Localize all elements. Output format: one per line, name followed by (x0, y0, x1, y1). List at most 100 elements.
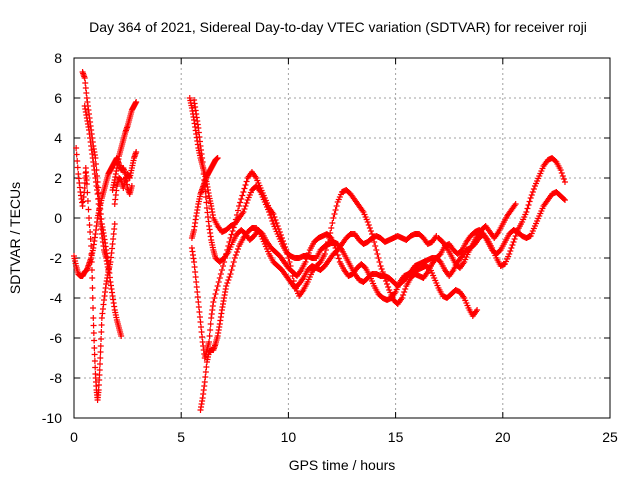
data-point (287, 263, 294, 269)
series-trace-c (73, 145, 118, 403)
y-tick-label: 4 (54, 130, 62, 146)
x-tick-label: 0 (70, 429, 78, 445)
data-point (228, 231, 235, 238)
data-point (225, 243, 232, 249)
data-point (203, 199, 210, 206)
data-point (86, 222, 93, 228)
data-point (90, 322, 97, 329)
data-point (215, 279, 222, 285)
data-point (133, 99, 140, 105)
data-point (328, 225, 335, 231)
y-tick-label: 2 (54, 170, 62, 186)
data-point (384, 281, 391, 287)
data-point (220, 263, 227, 269)
data-point (96, 367, 103, 373)
data-point (73, 151, 80, 158)
data-point (241, 206, 248, 212)
data-point (560, 176, 567, 182)
data-point (243, 200, 250, 206)
x-tick-labels: 0 5 10 15 20 25 (70, 429, 618, 445)
data-point (88, 267, 95, 273)
data-point (557, 167, 564, 173)
data-point (74, 164, 81, 171)
data-point (222, 255, 229, 261)
data-point (206, 339, 213, 345)
data-points (71, 69, 568, 413)
x-tick-label: 20 (495, 429, 511, 445)
data-point (217, 271, 224, 277)
data-point (512, 233, 519, 239)
data-point (506, 251, 513, 257)
data-point (511, 236, 518, 242)
data-point (378, 266, 385, 272)
data-point (286, 259, 293, 265)
data-point (85, 206, 92, 213)
data-point (321, 251, 328, 257)
data-point (96, 361, 103, 367)
data-point (231, 255, 238, 261)
data-point (402, 286, 409, 292)
data-point (229, 228, 236, 234)
data-point (241, 185, 248, 192)
data-point (285, 255, 292, 261)
data-point (367, 228, 374, 234)
data-point (243, 178, 250, 185)
series-trace-l (435, 201, 519, 271)
data-point (97, 343, 104, 349)
y-tick-label: -10 (42, 410, 62, 426)
data-point (282, 244, 289, 250)
data-point (289, 273, 296, 279)
data-point (240, 209, 247, 215)
data-point (212, 291, 219, 297)
x-axis-label: GPS time / hours (289, 457, 396, 473)
plot-frame (73, 57, 611, 419)
data-point (199, 159, 206, 165)
data-point (561, 179, 568, 185)
data-point (84, 198, 91, 204)
data-point (335, 255, 342, 262)
data-point (375, 255, 382, 261)
chart-title: Day 364 of 2021, Sidereal Day-to-day VTE… (89, 19, 587, 35)
x-tick-label: 5 (177, 429, 185, 445)
data-point (385, 284, 392, 290)
data-point (224, 280, 231, 286)
data-point (97, 349, 104, 355)
data-point (235, 207, 242, 214)
data-point (214, 283, 221, 289)
data-point (240, 189, 247, 195)
data-point (274, 223, 281, 229)
y-tick-label: -6 (50, 330, 63, 346)
data-point (526, 198, 533, 205)
data-point (118, 333, 125, 339)
series-trace-f (111, 149, 140, 207)
x-tick-label: 25 (602, 429, 618, 445)
axis-ticks (73, 57, 611, 419)
data-point (530, 186, 537, 192)
data-point (227, 235, 234, 241)
data-point (509, 242, 516, 248)
data-point (377, 263, 384, 269)
data-point (529, 189, 536, 195)
data-point (223, 283, 230, 289)
data-point (305, 250, 312, 256)
data-point (304, 253, 311, 259)
data-point (365, 222, 372, 228)
data-point (272, 217, 279, 223)
y-tick-label: -8 (50, 370, 63, 386)
series-trace-e (109, 99, 140, 193)
data-point (302, 259, 309, 265)
data-point (366, 225, 373, 231)
series-trace-j (197, 225, 440, 413)
data-point (73, 145, 80, 151)
data-point (288, 268, 295, 274)
y-tick-label: 8 (54, 50, 62, 66)
y-axis-label: SDTVAR / TECUs (7, 182, 23, 294)
data-point (229, 263, 236, 269)
data-point (332, 207, 339, 213)
data-point (559, 173, 566, 179)
data-point (128, 183, 135, 189)
y-tick-label: -2 (50, 250, 63, 266)
data-point (380, 272, 387, 278)
series-trace-i (188, 155, 568, 361)
